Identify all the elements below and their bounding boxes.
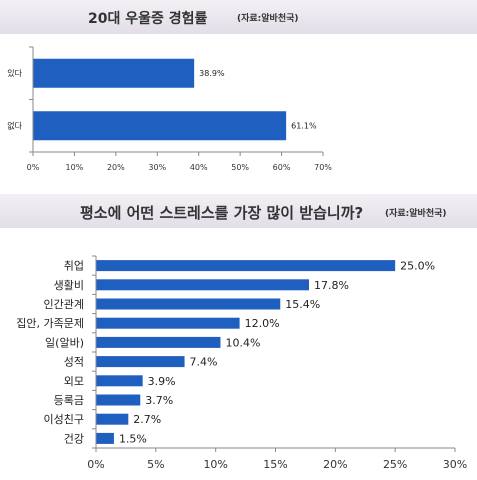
chart2-value-label: 25.0% (400, 260, 435, 273)
chart1-category-label: 있다 (7, 68, 22, 78)
chart1-bar (33, 111, 287, 141)
chart2-header: 평소에 어떤 스트레스를 가장 많이 받습니까? (자료:알바천국) (0, 194, 477, 228)
chart2-title: 평소에 어떤 스트레스를 가장 많이 받습니까? (80, 204, 364, 222)
chart1-title: 20대 우울증 경험률 (88, 11, 208, 27)
chart2-x-tick-label: 20% (323, 458, 347, 471)
chart2-plot: 0% 5% 10% 15% 20% 25% 30% 취업 25.0% 생활비 17.8% 인간관계 15… (16, 255, 467, 471)
chart2-bar (96, 394, 141, 406)
chart1-x-tick-label: 60% (273, 163, 291, 172)
chart2-category-label: 건강 (64, 432, 84, 445)
chart2-x-tick-label: 10% (203, 458, 227, 471)
chart2-category-label: 일(알바) (45, 335, 84, 349)
chart1-x-tick-label: 0% (27, 163, 40, 172)
chart2-value-label: 7.4% (190, 356, 218, 369)
chart1-bar (33, 58, 195, 88)
chart1-value-label: 61.1% (291, 122, 317, 131)
chart2-bar (96, 317, 240, 329)
chart2-value-label: 2.7% (133, 413, 161, 426)
chart2-category-label: 이성친구 (44, 413, 84, 426)
chart2-value-label: 3.7% (145, 394, 173, 407)
chart2-bar (96, 413, 129, 425)
chart2-category-label: 성적 (64, 356, 84, 369)
chart2-bar (96, 298, 281, 310)
chart1-plot: 0% 10% 20% 30% 40% 50% 60% 70% 있다 38.9% 없다 61.1% (7, 46, 332, 172)
chart2-bar (96, 375, 143, 387)
chart1-x-tick-label: 30% (148, 163, 166, 172)
chart2-value-label: 17.8% (314, 279, 349, 292)
chart2-x-tick-label: 30% (443, 458, 467, 471)
chart2-bar (96, 432, 114, 444)
chart1-source: (자료:알바천국) (237, 14, 299, 24)
chart2-source: (자료:알바천국) (385, 209, 447, 219)
chart1-x-tick-label: 40% (190, 163, 208, 172)
chart1-x-tick-label: 70% (314, 163, 332, 172)
chart1-value-label: 38.9% (199, 69, 225, 78)
chart2-category-label: 집안, 가족문제 (16, 317, 84, 330)
chart2-category-label: 인간관계 (44, 298, 84, 311)
chart2-category-label: 외모 (64, 375, 84, 388)
chart2-value-label: 1.5% (119, 432, 147, 445)
chart1-header: 20대 우울증 경험률 (자료:알바천국) (0, 0, 477, 34)
chart1-x-tick-label: 50% (231, 163, 249, 172)
chart2-value-label: 10.4% (225, 336, 260, 349)
chart2-x-tick-label: 5% (147, 458, 164, 471)
chart2-x-tick-label: 25% (383, 458, 407, 471)
chart2-value-label: 12.0% (245, 317, 280, 330)
chart2-bar (96, 279, 310, 291)
chart2-bar (96, 336, 221, 348)
chart2-category-label: 생활비 (54, 278, 84, 292)
chart1-category-label: 없다 (7, 122, 22, 131)
chart1-x-tick-label: 10% (66, 163, 84, 172)
chart2-bar (96, 356, 185, 368)
chart2-x-tick-label: 15% (263, 458, 287, 471)
chart2-category-label: 등록금 (54, 394, 84, 407)
chart2-category-label: 취업 (64, 260, 84, 273)
chart2-value-label: 15.4% (285, 298, 320, 311)
chart2-x-tick-label: 0% (87, 458, 104, 471)
chart1-x-tick-label: 20% (107, 163, 125, 172)
chart2-bar (96, 260, 396, 272)
chart2-value-label: 3.9% (148, 375, 176, 388)
